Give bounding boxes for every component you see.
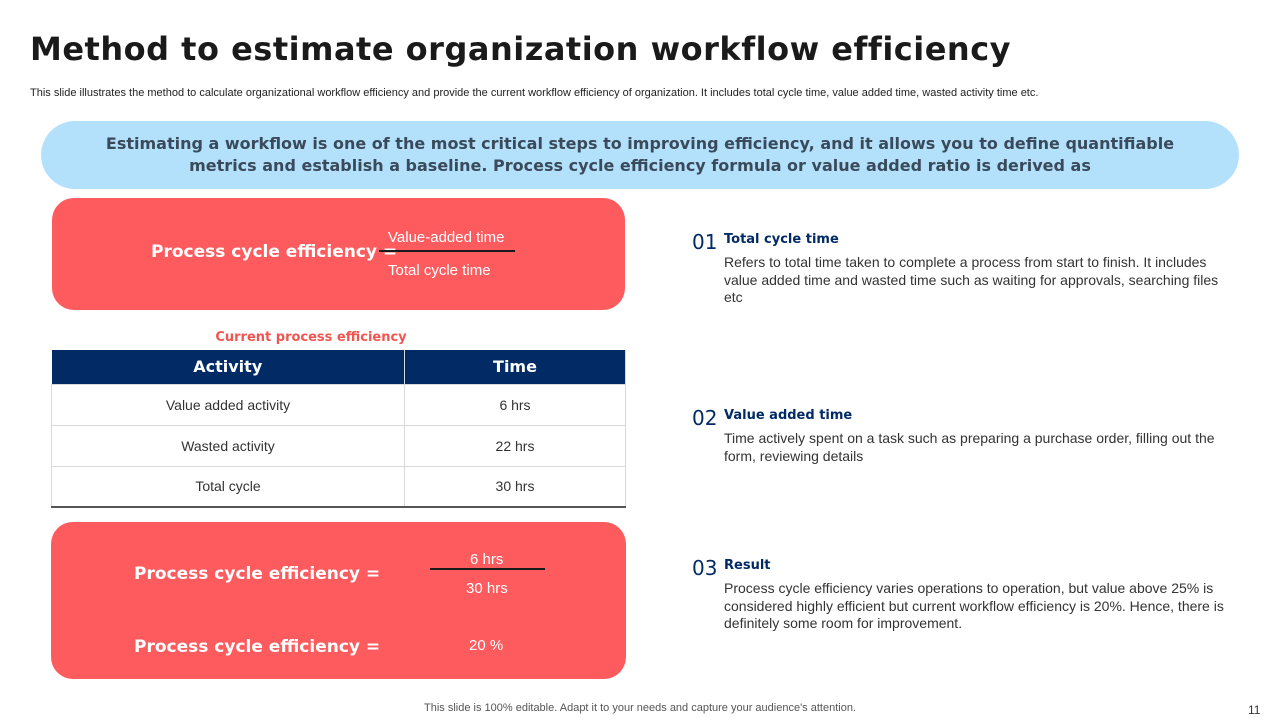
item-title: Total cycle time (724, 232, 839, 247)
table-cell-time: 6 hrs (404, 383, 626, 426)
banner-text: Estimating a workflow is one of the most… (105, 134, 1175, 175)
result-denominator: 30 hrs (466, 580, 508, 597)
formula-box: Process cycle efficiency = Value-added t… (52, 198, 625, 310)
item-title: Result (724, 558, 771, 573)
result-label-fraction: Process cycle efficiency = (134, 564, 381, 584)
result-numerator: 6 hrs (470, 551, 504, 568)
item-description: Refers to total time taken to complete a… (724, 254, 1219, 305)
item-description: Process cycle efficiency varies operatio… (724, 580, 1224, 631)
item-number: 03 (692, 556, 718, 580)
table-row: Wasted activity 22 hrs (51, 424, 626, 467)
footer-note: This slide is 100% editable. Adapt it to… (424, 702, 856, 714)
table-cell-activity: Wasted activity (51, 424, 405, 467)
item-number: 02 (692, 406, 718, 430)
formula-label: Process cycle efficiency = (151, 242, 398, 262)
formula-denominator: Total cycle time (388, 262, 491, 279)
item-title: Value added time (724, 408, 853, 423)
slide-subtitle: This slide illustrates the method to cal… (30, 87, 1039, 99)
efficiency-table: Activity Time Value added activity 6 hrs… (51, 350, 626, 508)
table-cell-activity: Total cycle (51, 465, 405, 508)
result-value: 20 % (469, 637, 504, 654)
item-number: 01 (692, 230, 718, 254)
table-cell-time: 30 hrs (404, 465, 626, 508)
table-row: Total cycle 30 hrs (51, 465, 626, 508)
table-cell-activity: Value added activity (51, 383, 405, 426)
item-description: Time actively spent on a task such as pr… (724, 430, 1215, 464)
result-fraction-line (430, 568, 545, 570)
intro-banner: Estimating a workflow is one of the most… (41, 121, 1239, 189)
table-header-activity: Activity (51, 350, 405, 384)
table-row: Value added activity 6 hrs (51, 383, 626, 426)
formula-numerator: Value-added time (388, 229, 505, 246)
slide-title: Method to estimate organization workflow… (30, 30, 1012, 68)
table-header-time: Time (404, 350, 626, 384)
table-cell-time: 22 hrs (404, 424, 626, 467)
result-label-value: Process cycle efficiency = (134, 637, 381, 657)
result-box: Process cycle efficiency = 6 hrs 30 hrs … (51, 522, 626, 679)
table-caption: Current process efficiency (215, 330, 407, 345)
formula-fraction-line (379, 250, 515, 252)
page-number: 11 (1248, 703, 1261, 717)
